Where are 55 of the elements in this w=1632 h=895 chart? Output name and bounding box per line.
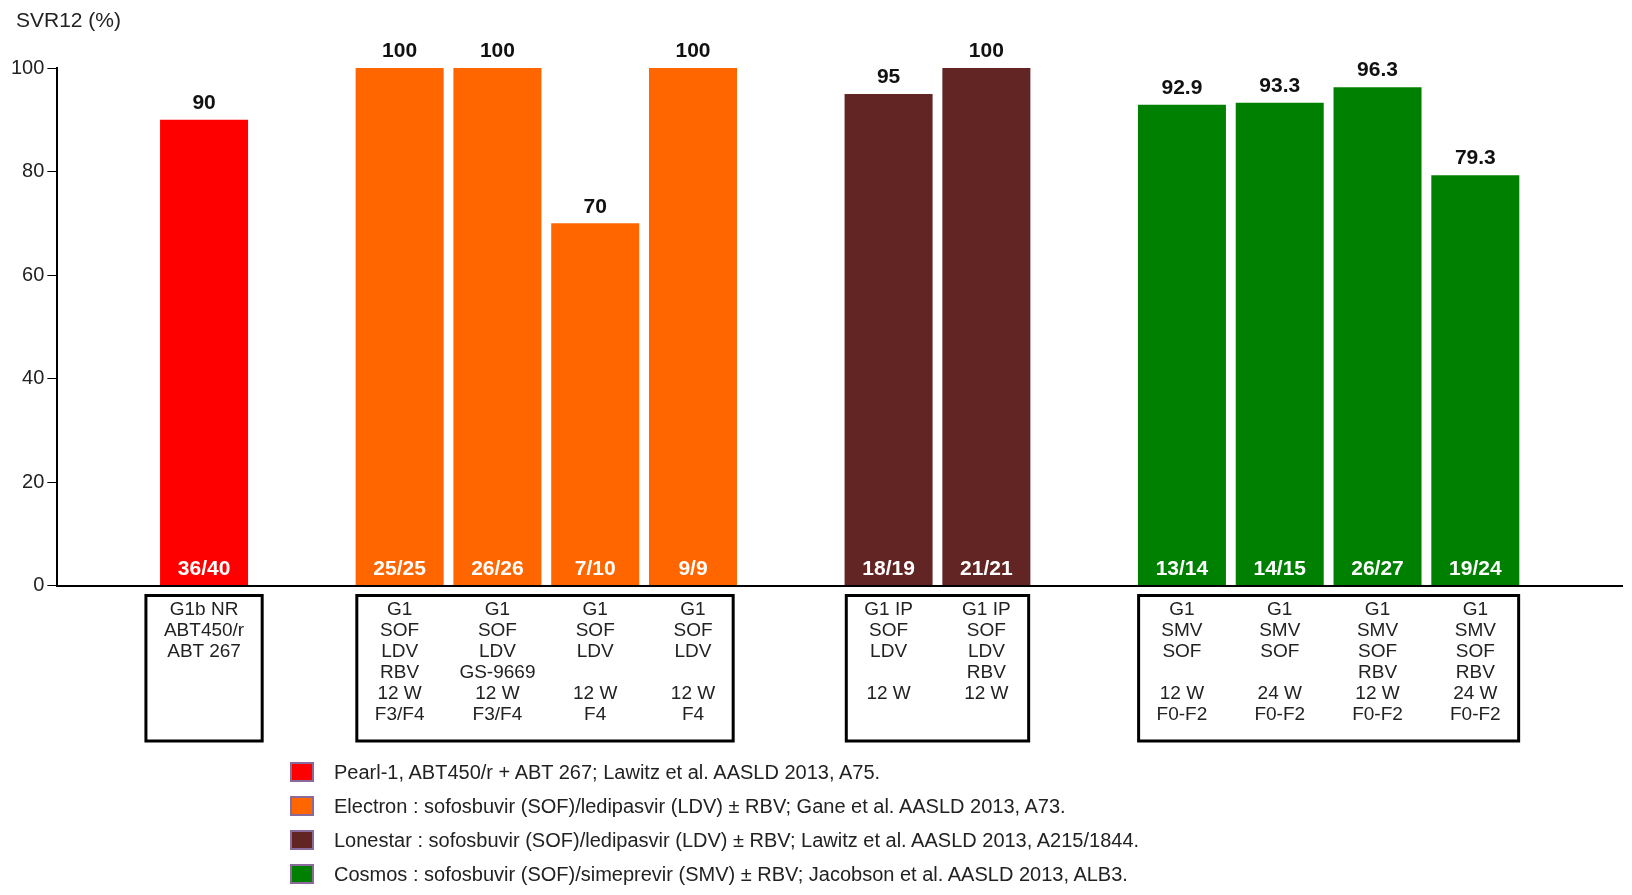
bar [355, 68, 444, 586]
data-label: 70 [583, 193, 607, 217]
x-tick-label: G1 SMV SOF RBV 12 W F0-F2 [1352, 598, 1403, 724]
annotation: 13/14 [1155, 555, 1209, 579]
annotation: 18/19 [862, 555, 915, 579]
bar [1431, 175, 1520, 586]
legend-label: Cosmos : sofosbuvir (SOF)/simeprevir (SMV) ± RBV; Jacobson et al. AASLD 2013, ALB3. [334, 862, 1128, 886]
annotation: 26/27 [1351, 555, 1404, 579]
y-tick-label: 0 [33, 573, 45, 596]
annotation: 26/26 [471, 555, 524, 579]
annotation: 7/10 [574, 555, 616, 579]
x-tick-label: G1 SOF LDV 12 W F4 [670, 598, 716, 724]
x-tick-label: G1 IP SOF LDV 12 W [864, 598, 913, 703]
annotation: 19/24 [1449, 555, 1502, 579]
data-label: 100 [675, 38, 711, 62]
x-tick-label: G1 SMV SOF 24 W F0-F2 [1254, 598, 1306, 724]
data-label: 100 [382, 38, 418, 62]
bar [551, 223, 640, 586]
x-tick-label: G1 SOF LDV RBV 12 W F3/F4 [374, 598, 425, 724]
data-label: 92.9 [1161, 75, 1203, 99]
y-tick-label: 20 [22, 469, 45, 492]
data-label: 90 [192, 90, 216, 114]
legend-label: Pearl-1, ABT450/r + ABT 267; Lawitz et al. AASLD 2013, A75. [334, 760, 881, 784]
bar [1137, 104, 1226, 586]
annotation: 25/25 [373, 555, 427, 579]
bar [649, 68, 738, 586]
data-label: 100 [968, 38, 1004, 62]
data-label: 93.3 [1259, 72, 1301, 96]
data-label: 95 [876, 64, 901, 88]
annotation: 21/21 [960, 555, 1013, 579]
x-tick-label: G1b NR ABT450/r ABT 267 [163, 598, 245, 662]
y-tick-label: 80 [22, 159, 45, 182]
x-tick-label: G1 SOF LDV 12 W F4 [573, 598, 618, 724]
bar [844, 93, 933, 586]
y-tick-label: 60 [22, 262, 45, 285]
bar [1235, 102, 1324, 586]
annotation: 14/15 [1253, 555, 1307, 579]
bar [453, 68, 542, 586]
x-tick-label: G1 SOF LDV GS-9669 12 W F3/F4 [459, 598, 536, 724]
data-label: 79.3 [1454, 145, 1496, 169]
legend-label: Electron : sofosbuvir (SOF)/ledipasvir (LDV) ± RBV; Gane et al. AASLD 2013, A73. [334, 794, 1066, 818]
data-label: 100 [479, 38, 515, 62]
x-tick-label: G1 SMV SOF 12 W F0-F2 [1156, 598, 1208, 724]
x-tick-label: G1 IP SOF LDV RBV 12 W [962, 598, 1011, 703]
bar [1333, 87, 1422, 586]
annotation: 36/40 [177, 555, 231, 579]
bar [942, 68, 1031, 586]
bar [160, 119, 249, 586]
y-tick-label: 40 [22, 366, 45, 389]
y-axis-title: SVR12 (%) [16, 8, 122, 32]
x-tick-label: G1 SMV SOF RBV 24 W F0-F2 [1449, 598, 1501, 724]
data-label: 96.3 [1357, 57, 1398, 81]
annotation: 9/9 [678, 555, 708, 579]
legend-label: Lonestar : sofosbuvir (SOF)/ledipasvir (LDV) ± RBV; Lawitz et al. AASLD 2013, A215/1844. [334, 828, 1140, 852]
y-tick-label: 100 [10, 55, 45, 78]
